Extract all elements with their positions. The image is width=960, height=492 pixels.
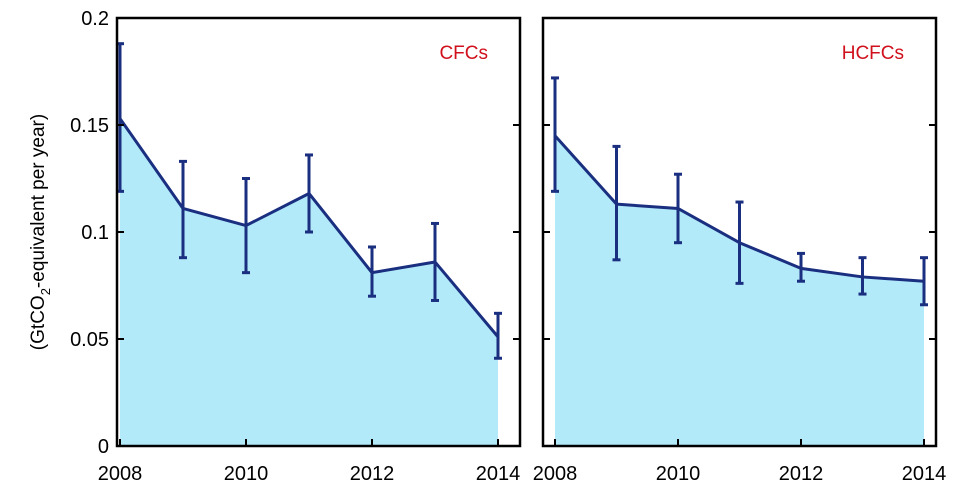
x-tick-label: 2010 bbox=[656, 463, 701, 485]
error-bar-hcfcs-2013 bbox=[858, 256, 867, 296]
x-tick-label: 2012 bbox=[779, 463, 824, 485]
x-tick-label: 2008 bbox=[533, 463, 578, 485]
y-tick-label: 0.05 bbox=[70, 329, 109, 351]
x-tick-label: 2008 bbox=[98, 463, 143, 485]
error-bar-hcfcs-2009 bbox=[612, 144, 621, 262]
x-tick-label: 2014 bbox=[476, 463, 521, 485]
y-tick-label: 0 bbox=[98, 436, 109, 458]
error-bar-cfcs-2011 bbox=[305, 153, 313, 234]
x-tick-label: 2012 bbox=[350, 463, 395, 485]
x-tick-label: 2014 bbox=[902, 463, 947, 485]
error-bar-cfcs-2014 bbox=[494, 311, 502, 360]
y-tick-label: 0.15 bbox=[70, 115, 109, 137]
error-bar-cfcs-2010 bbox=[242, 177, 250, 275]
y-tick-label: 0.1 bbox=[81, 222, 109, 244]
panel-label-hcfcs: HCFCs bbox=[842, 43, 904, 64]
error-bar-hcfcs-2011 bbox=[735, 200, 744, 285]
error-bar-cfcs-2013 bbox=[431, 221, 439, 302]
error-bar-hcfcs-2014 bbox=[920, 256, 928, 307]
error-bar-hcfcs-2010 bbox=[674, 172, 682, 245]
error-bar-cfcs-2009 bbox=[179, 159, 187, 260]
area-fill-cfcs bbox=[120, 118, 498, 446]
x-tick-label: 2010 bbox=[224, 463, 269, 485]
error-bar-hcfcs-2012 bbox=[797, 251, 805, 283]
y-axis-title: (GtCO2-equivalent per year) bbox=[28, 114, 53, 350]
panel-cfcs: 0 0.05 0.1 0.15 0.2 2008 2010 2012 2014 CFCs bbox=[70, 8, 522, 485]
panel-label-cfcs: CFCs bbox=[439, 43, 488, 64]
panel-hcfcs: 2008 2010 2012 2014 HCFCs bbox=[533, 16, 947, 485]
error-bar-hcfcs-2008 bbox=[551, 76, 559, 193]
area-fill-hcfcs bbox=[555, 135, 924, 446]
error-bar-cfcs-2012 bbox=[368, 245, 376, 298]
y-tick-label: 0.2 bbox=[81, 8, 109, 30]
